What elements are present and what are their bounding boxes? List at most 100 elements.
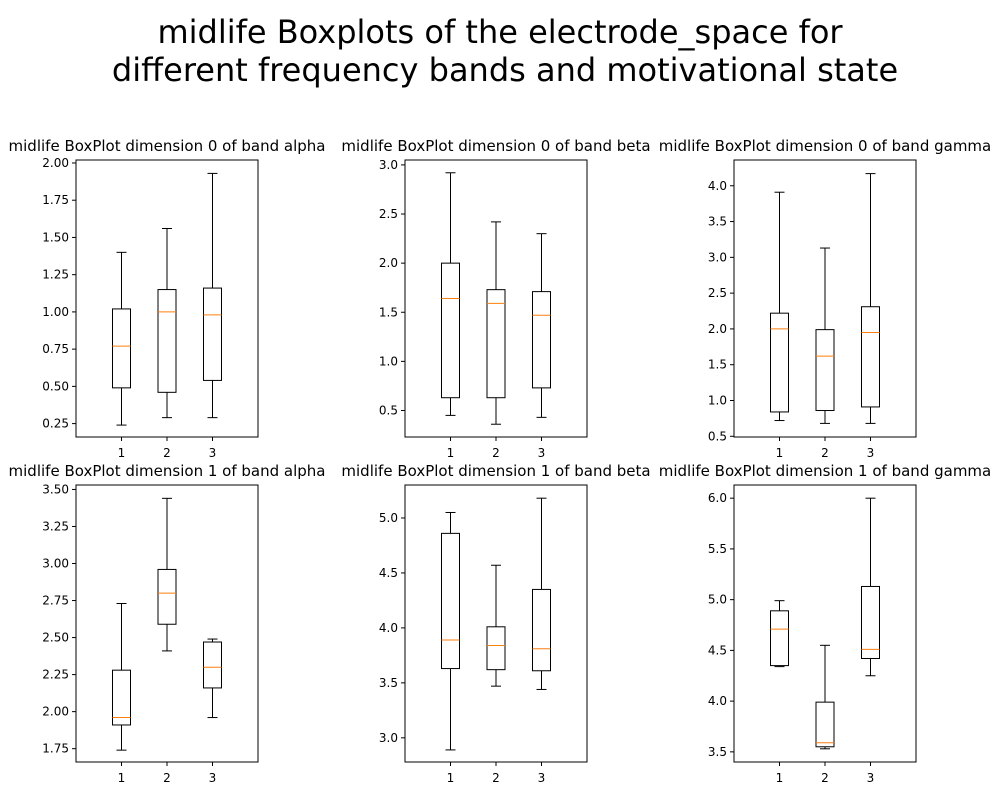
y-tick-label: 1.75: [42, 742, 69, 756]
y-tick-label: 1.25: [42, 268, 69, 282]
box-2: [815, 247, 835, 424]
box-iqr: [815, 329, 835, 412]
subplot-title: midlife BoxPlot dimension 1 of band alph…: [9, 462, 326, 480]
box-1: [770, 191, 789, 422]
box-iqr: [157, 289, 177, 393]
y-tick-label: 5.5: [708, 542, 727, 556]
x-tick-label: 1: [118, 446, 126, 460]
y-tick-label: 3.0: [379, 731, 398, 745]
box-iqr: [157, 568, 177, 625]
box-3: [532, 497, 551, 690]
subplot-1: midlife BoxPlot dimension 0 of band alph…: [9, 137, 326, 460]
x-tick-label: 1: [447, 771, 455, 785]
y-tick-label: 3.5: [708, 745, 727, 759]
axes-frame: [404, 484, 588, 763]
x-tick-label: 2: [163, 446, 171, 460]
y-tick-label: 4.0: [708, 694, 727, 708]
y-tick-label: 5.0: [708, 593, 727, 607]
y-tick-label: 0.75: [42, 342, 69, 356]
y-tick-label: 0.5: [379, 403, 398, 417]
box-iqr: [532, 588, 551, 672]
x-tick-label: 3: [209, 446, 217, 460]
box-3: [532, 233, 551, 418]
box-1: [112, 603, 131, 751]
y-tick-label: 0.25: [42, 417, 69, 431]
box-3: [861, 173, 880, 424]
y-tick-label: 0.50: [42, 379, 69, 393]
box-iqr: [770, 610, 789, 667]
box-3: [861, 497, 880, 677]
box-iqr: [203, 287, 222, 381]
y-tick-label: 2.25: [42, 668, 69, 682]
box-iqr: [770, 312, 789, 413]
x-tick-label: 2: [821, 446, 829, 460]
y-tick-label: 3.25: [42, 519, 69, 533]
subplot-3: midlife BoxPlot dimension 0 of band gamm…: [659, 137, 991, 460]
y-tick-label: 1.0: [708, 393, 727, 407]
x-tick-label: 1: [776, 446, 784, 460]
x-tick-label: 3: [867, 771, 875, 785]
subplot-2: midlife BoxPlot dimension 0 of band beta…: [341, 137, 650, 460]
axes-frame: [733, 159, 917, 438]
box-iqr: [112, 669, 131, 726]
y-tick-label: 2.5: [708, 286, 727, 300]
box-1: [770, 600, 789, 668]
y-tick-label: 4.0: [708, 179, 727, 193]
y-tick-label: 0.5: [708, 429, 727, 443]
x-tick-label: 2: [492, 446, 500, 460]
subplot-5: midlife BoxPlot dimension 1 of band beta…: [341, 462, 650, 785]
y-tick-label: 2.5: [379, 207, 398, 221]
x-tick-label: 1: [447, 446, 455, 460]
y-tick-label: 2.0: [379, 256, 398, 270]
y-tick-label: 1.00: [42, 305, 69, 319]
box-iqr: [486, 289, 506, 399]
x-tick-label: 1: [776, 771, 784, 785]
y-tick-label: 3.0: [379, 158, 398, 172]
box-2: [486, 221, 506, 425]
subplot-title: midlife BoxPlot dimension 1 of band gamm…: [659, 462, 991, 480]
y-tick-label: 1.5: [379, 305, 398, 319]
subplot-grid: midlife BoxPlot dimension 0 of band alph…: [9, 137, 992, 785]
figure-title-line-1: midlife Boxplots of the electrode_space …: [157, 13, 843, 51]
y-tick-label: 3.00: [42, 557, 69, 571]
subplot-4: midlife BoxPlot dimension 1 of band alph…: [9, 462, 326, 785]
y-tick-label: 5.0: [379, 511, 398, 525]
box-iqr: [861, 585, 880, 660]
x-tick-label: 2: [163, 771, 171, 785]
y-tick-label: 3.50: [42, 482, 69, 496]
x-tick-label: 2: [492, 771, 500, 785]
box-2: [815, 644, 835, 750]
box-1: [441, 172, 460, 416]
y-tick-label: 4.5: [708, 643, 727, 657]
y-tick-label: 2.50: [42, 631, 69, 645]
subplot-title: midlife BoxPlot dimension 0 of band gamm…: [659, 137, 991, 155]
y-tick-label: 3.5: [708, 215, 727, 229]
y-tick-label: 1.50: [42, 230, 69, 244]
figure-title-line-2: different frequency bands and motivation…: [112, 51, 898, 89]
subplot-title: midlife BoxPlot dimension 0 of band beta: [341, 137, 650, 155]
y-tick-label: 2.0: [708, 322, 727, 336]
y-tick-label: 2.00: [42, 705, 69, 719]
x-tick-label: 3: [209, 771, 217, 785]
box-3: [203, 172, 222, 419]
axes-frame: [733, 484, 917, 763]
box-iqr: [112, 308, 131, 389]
box-1: [441, 511, 460, 751]
box-iqr: [532, 291, 551, 389]
box-iqr: [486, 626, 506, 671]
y-tick-label: 1.75: [42, 193, 69, 207]
box-3: [203, 638, 222, 719]
axes-frame: [404, 159, 588, 438]
y-tick-label: 2.75: [42, 594, 69, 608]
x-tick-label: 3: [538, 446, 546, 460]
box-1: [112, 251, 131, 426]
y-tick-label: 4.5: [379, 566, 398, 580]
y-tick-label: 1.0: [379, 354, 398, 368]
axes-frame: [75, 484, 259, 763]
box-iqr: [441, 262, 460, 399]
x-tick-label: 3: [867, 446, 875, 460]
box-2: [486, 564, 506, 687]
x-tick-label: 2: [821, 771, 829, 785]
box-iqr: [815, 701, 835, 748]
